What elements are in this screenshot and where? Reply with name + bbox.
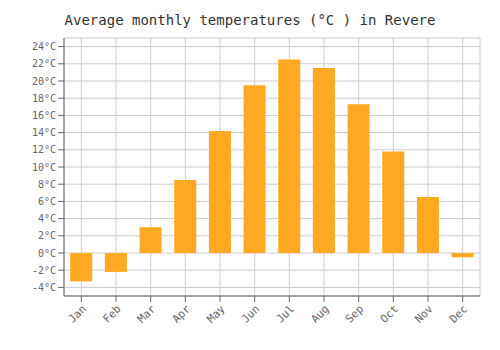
svg-text:24°C: 24°C bbox=[32, 41, 56, 52]
svg-text:Jul: Jul bbox=[274, 302, 297, 325]
svg-text:14°C: 14°C bbox=[32, 127, 56, 138]
svg-text:12°C: 12°C bbox=[32, 144, 56, 155]
svg-text:Sep: Sep bbox=[343, 302, 366, 325]
svg-text:May: May bbox=[204, 302, 228, 326]
svg-text:6°C: 6°C bbox=[38, 196, 56, 207]
svg-text:Mar: Mar bbox=[135, 302, 159, 326]
svg-text:Jun: Jun bbox=[239, 302, 262, 325]
svg-text:20°C: 20°C bbox=[32, 76, 56, 87]
svg-text:Dec: Dec bbox=[447, 302, 470, 325]
svg-text:Oct: Oct bbox=[378, 302, 401, 325]
svg-text:2°C: 2°C bbox=[38, 230, 56, 241]
svg-text:-2°C: -2°C bbox=[32, 265, 56, 276]
svg-text:16°C: 16°C bbox=[32, 110, 56, 121]
svg-text:0°C: 0°C bbox=[38, 248, 56, 259]
svg-text:Apr: Apr bbox=[170, 302, 194, 326]
svg-text:22°C: 22°C bbox=[32, 58, 56, 69]
svg-text:Nov: Nov bbox=[412, 302, 436, 326]
svg-text:Feb: Feb bbox=[100, 302, 123, 325]
svg-text:8°C: 8°C bbox=[38, 179, 56, 190]
svg-text:Aug: Aug bbox=[308, 302, 331, 325]
svg-text:Jan: Jan bbox=[66, 302, 89, 325]
html-text:Average monthly temperatures (: Average monthly temperatures (°C ) in Re… bbox=[64, 12, 436, 28]
svg-text:-4°C: -4°C bbox=[32, 282, 56, 293]
svg-text:10°C: 10°C bbox=[32, 162, 56, 173]
svg-text:4°C: 4°C bbox=[38, 213, 56, 224]
svg-text:18°C: 18°C bbox=[32, 93, 56, 104]
